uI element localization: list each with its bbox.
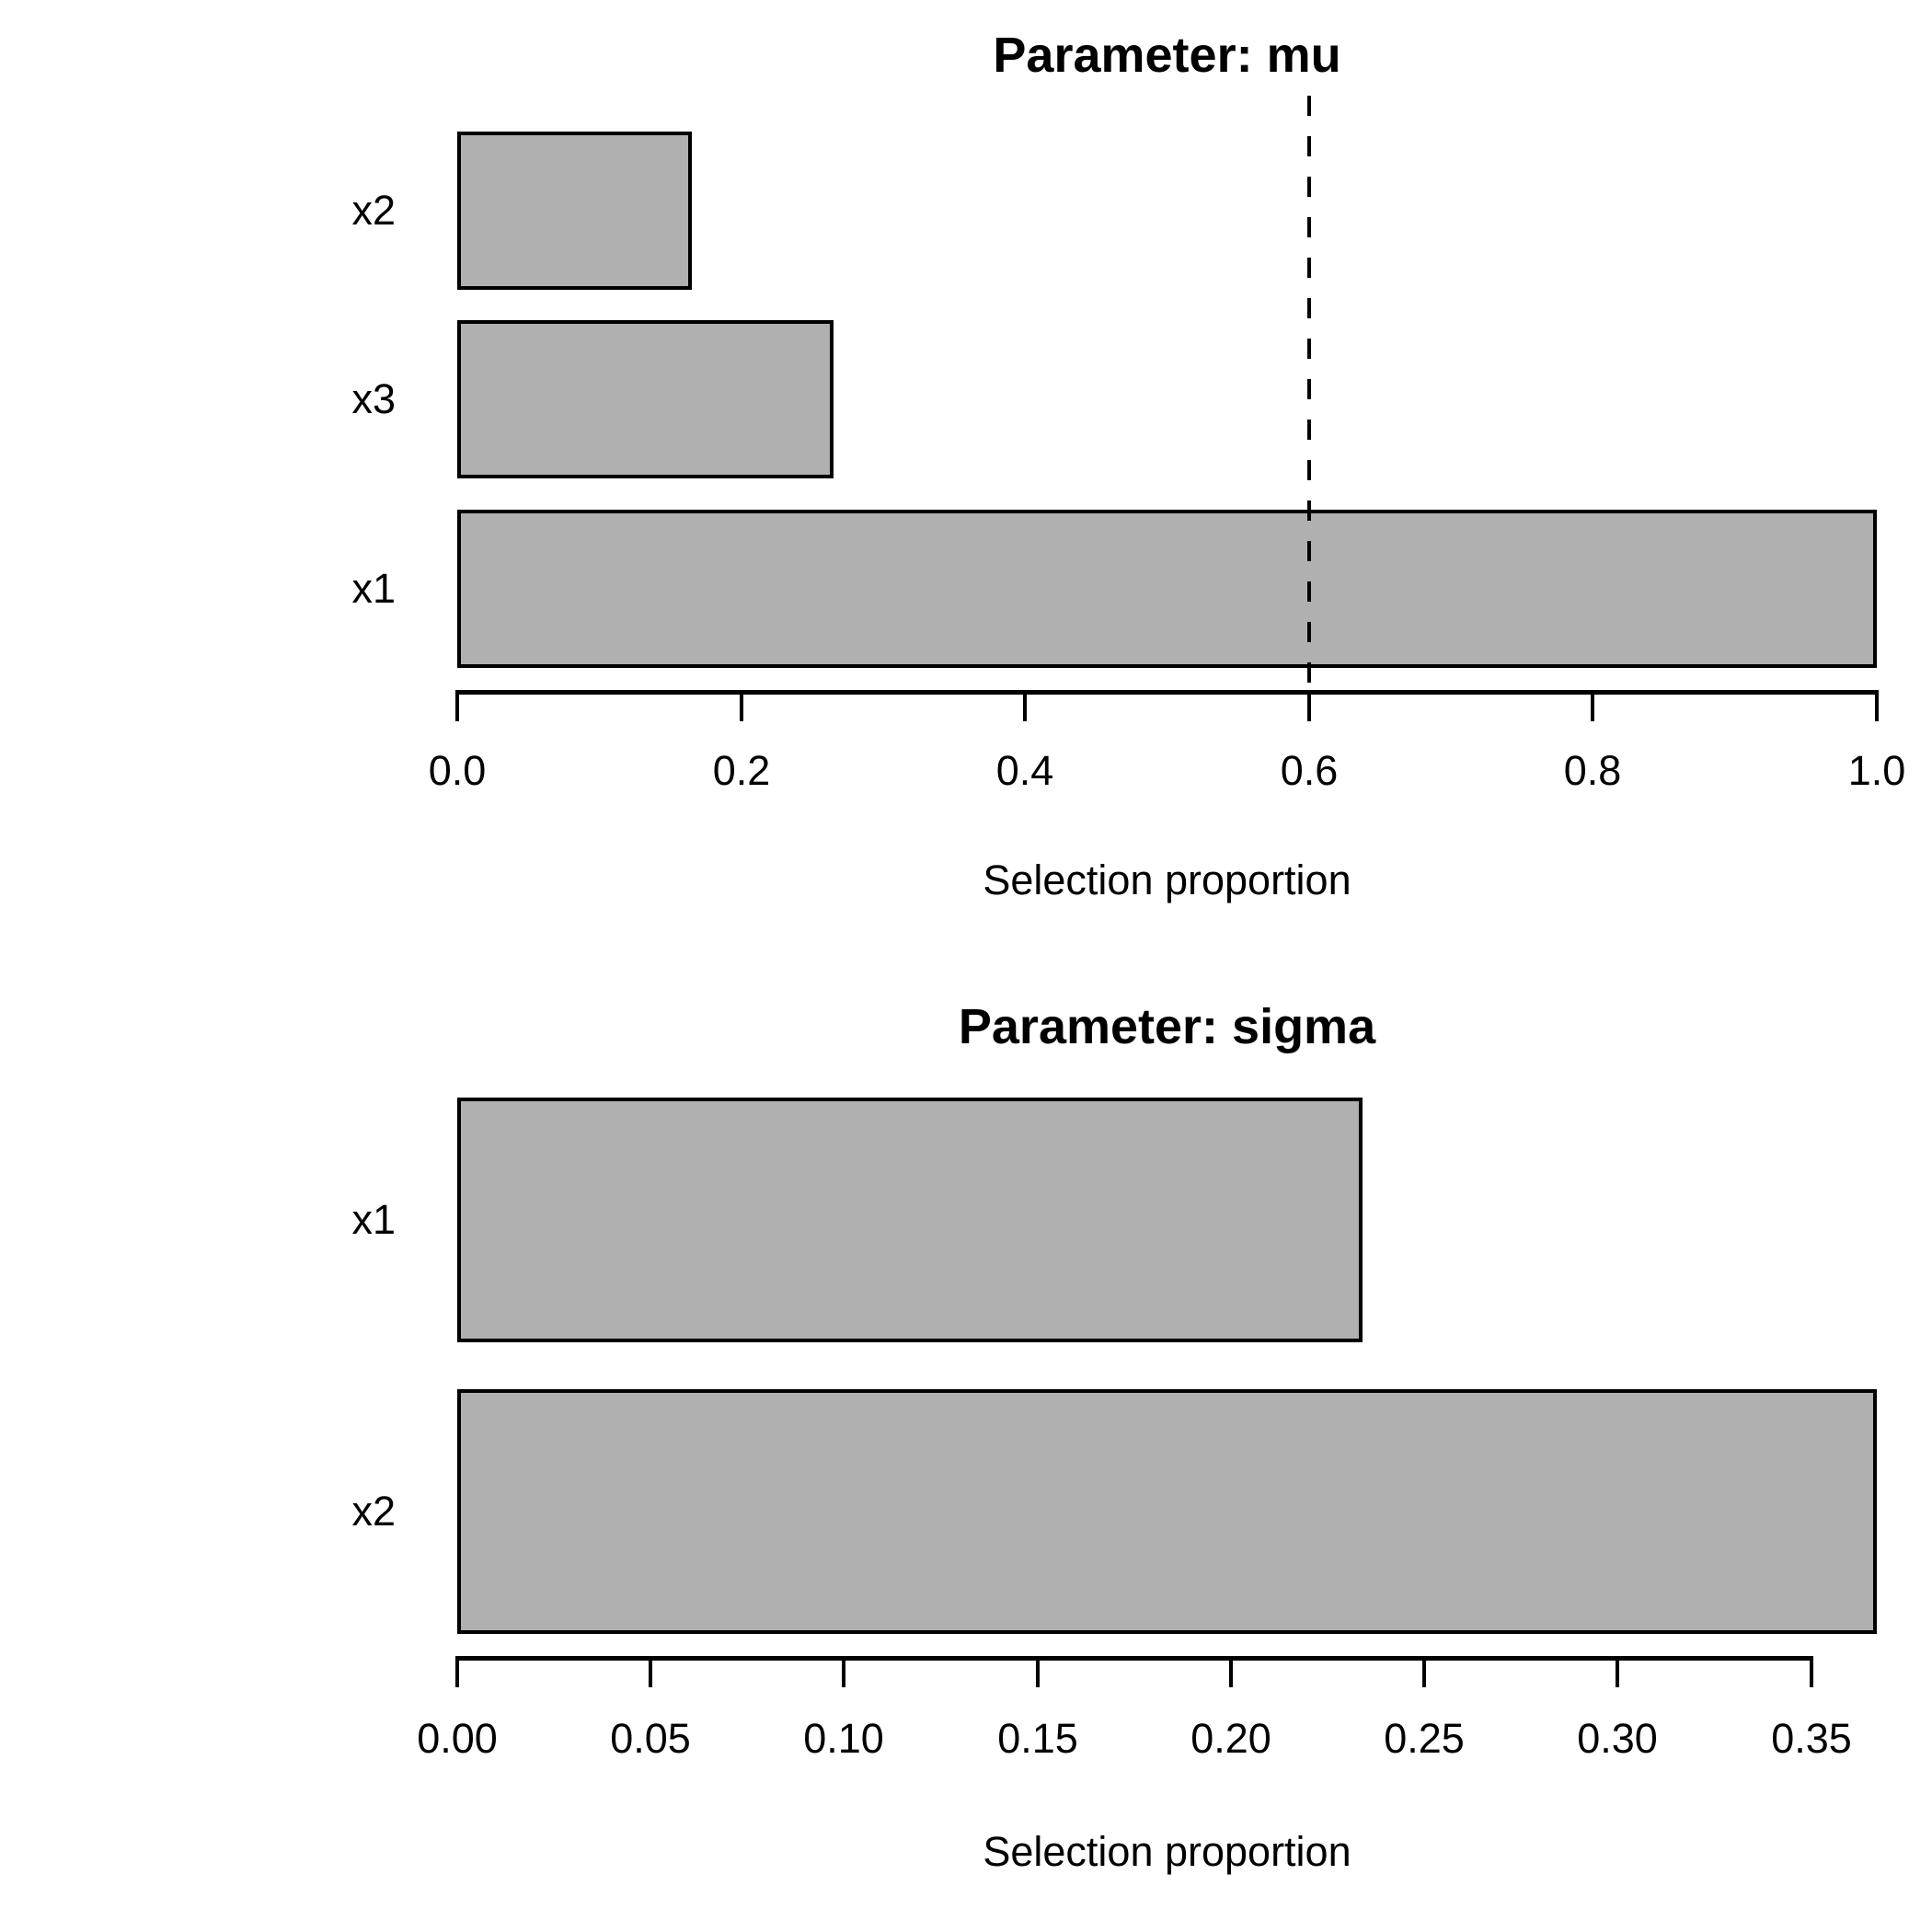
x-axis-tick-label-mu-0.0: 0.0 [428, 747, 487, 794]
bar-mu-x3 [457, 320, 834, 478]
x-axis-tick-mu-0.2 [740, 690, 743, 721]
x-axis-tick-mu-1.0 [1875, 690, 1879, 721]
x-axis-tick-label-mu-0.4: 0.4 [995, 747, 1054, 794]
chart-title-sigma: Parameter: sigma [958, 999, 1376, 1054]
x-axis-tick-sigma-0.10 [842, 1656, 845, 1687]
x-axis-tick-mu-0.6 [1307, 690, 1311, 721]
x-axis-tick-label-mu-0.8: 0.8 [1563, 747, 1622, 794]
x-axis-tick-label-mu-0.6: 0.6 [1280, 747, 1339, 794]
bar-sigma-x1 [457, 1098, 1363, 1342]
x-axis-tick-sigma-0.30 [1616, 1656, 1619, 1687]
x-axis-tick-sigma-0.15 [1036, 1656, 1040, 1687]
bar-mu-x1 [457, 510, 1877, 668]
x-axis-tick-label-mu-1.0: 1.0 [1847, 747, 1906, 794]
x-axis-tick-sigma-0.05 [649, 1656, 652, 1687]
x-axis-tick-mu-0.8 [1591, 690, 1594, 721]
bar-sigma-x2 [457, 1389, 1877, 1634]
x-axis-tick-label-sigma-0.20: 0.20 [1190, 1715, 1271, 1762]
x-axis-tick-sigma-0.20 [1229, 1656, 1233, 1687]
x-axis-tick-label-sigma-0.00: 0.00 [417, 1715, 498, 1762]
x-axis-title-sigma: Selection proportion [983, 1828, 1351, 1875]
x-axis-tick-label-sigma-0.35: 0.35 [1771, 1715, 1852, 1762]
x-axis-tick-label-sigma-0.10: 0.10 [803, 1715, 884, 1762]
x-axis-tick-label-sigma-0.25: 0.25 [1384, 1715, 1465, 1762]
x-axis-tick-mu-0.4 [1023, 690, 1027, 721]
x-axis-tick-sigma-0.00 [455, 1656, 459, 1687]
category-label-x3: x3 [351, 375, 396, 422]
bar-mu-x2 [457, 132, 692, 290]
x-axis-line-sigma [455, 1656, 1813, 1661]
x-axis-tick-mu-0.0 [455, 690, 459, 721]
x-axis-tick-label-sigma-0.05: 0.05 [610, 1715, 691, 1762]
category-label-x1: x1 [351, 1196, 396, 1243]
x-axis-tick-sigma-0.35 [1810, 1656, 1813, 1687]
x-axis-line-mu [455, 690, 1879, 695]
threshold-line-mu [1307, 96, 1311, 690]
chart-title-mu: Parameter: mu [993, 28, 1341, 83]
x-axis-title-mu: Selection proportion [983, 857, 1351, 903]
category-label-x1: x1 [351, 565, 396, 612]
category-label-x2: x2 [351, 187, 396, 234]
category-label-x2: x2 [351, 1488, 396, 1535]
x-axis-tick-sigma-0.25 [1422, 1656, 1426, 1687]
x-axis-tick-label-mu-0.2: 0.2 [712, 747, 771, 794]
x-axis-tick-label-sigma-0.30: 0.30 [1577, 1715, 1658, 1762]
x-axis-tick-label-sigma-0.15: 0.15 [997, 1715, 1078, 1762]
